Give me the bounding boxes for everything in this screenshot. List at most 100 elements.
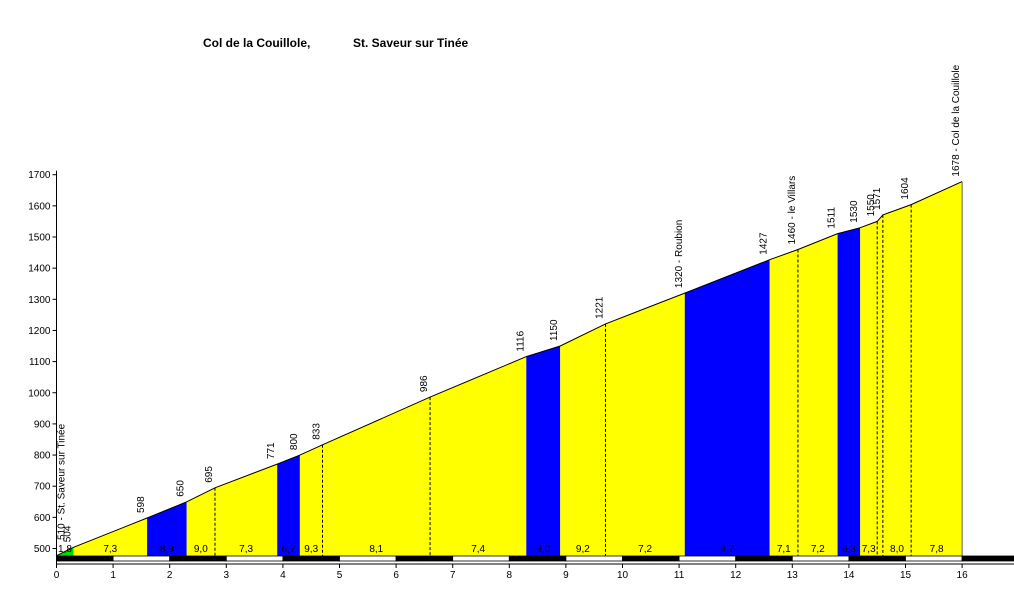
x-tick-label: 8 [507,570,513,581]
grade-label: 7,2 [638,544,652,555]
grade-label: 7,4 [471,544,485,555]
y-tick-label: 1300 [28,295,51,306]
gradient-segments [56,181,963,556]
segment-yellow-3 [186,487,215,556]
distance-block [508,555,567,562]
elevation-label: 1530 [849,200,860,223]
y-tick-label: 1600 [28,201,51,212]
distance-block [791,555,850,562]
grade-label: 7,3 [239,544,253,555]
grade-label: 8,9 [160,544,174,555]
x-tick-label: 14 [843,570,855,581]
grade-label: 6,7 [720,544,734,555]
x-tick-label: 0 [54,570,60,581]
elevation-label: 1571 [872,187,883,210]
elevation-label: 1604 [900,177,911,200]
segment-yellow-4 [215,464,278,556]
segment-blue-2 [147,501,187,556]
y-tick-label: 1400 [28,264,51,275]
grade-label: 9,3 [304,544,318,555]
x-tick-label: 6 [393,570,399,581]
segment-yellow-1 [73,518,148,556]
segment-yellow-17 [877,214,883,556]
elevation-label: 1678 - Col de la Couillole [951,64,962,176]
y-tick-label: 1100 [29,357,51,368]
segment-yellow-14 [798,233,838,556]
profile-outline [56,181,963,557]
y-tick-label: 800 [34,451,51,462]
x-tick-label: 5 [337,570,343,581]
distance-block [56,555,114,562]
x-tick-label: 12 [730,570,742,581]
elevation-label: 1221 [595,296,606,319]
grade-label: 6,0 [536,544,550,555]
elevation-label: 833 [312,423,323,440]
distance-block [452,555,510,562]
grade-label: 6,7 [282,544,296,555]
x-tick-label: 1 [110,570,116,581]
distance-bar [56,555,1014,565]
distance-block [225,555,284,562]
distance-block [112,555,171,562]
elevation-label: 650 [176,480,187,497]
x-tick-label: 15 [900,570,912,581]
y-tick-label: 700 [34,482,51,493]
elevation-label: 1116 [515,330,526,351]
y-tick-label: 1700 [28,170,51,181]
distance-block [395,555,454,562]
x-tick-label: 4 [280,570,286,581]
x-tick-label: 11 [674,570,685,581]
y-tick-label: 900 [34,419,51,430]
segment-yellow-11 [605,293,685,556]
x-tick-label: 2 [167,570,173,581]
grade-label: 8,0 [890,544,904,555]
distance-block [848,555,906,562]
y-tick-label: 1000 [28,388,51,399]
grade-label: 7,3 [103,544,117,555]
y-tick-label: 500 [34,544,51,555]
y-tick-label: 1500 [28,233,51,244]
grade-label: 9,2 [576,544,590,555]
elevation-label: 1427 [759,232,770,255]
grade-labels: 1,8 7,3 8,9 9,0 7,3 6,7 9,3 8,1 7,4 6,0 9,2 7,2 6,7 7… [58,544,944,555]
y-tick-label: 1200 [28,326,51,337]
grade-label: 7,2 [811,544,825,555]
x-tick-label: 16 [957,570,969,581]
segment-yellow-13 [769,249,798,556]
y-tick-label: 600 [34,513,51,524]
distance-block [169,555,227,562]
elevation-label: 695 [204,466,215,483]
grade-label: 7,8 [930,544,944,555]
elevation-label: 1150 [549,319,560,341]
distance-block [622,555,680,562]
distance-block [905,555,963,562]
elevation-label: 1320 - Roubion [674,220,685,288]
distance-block [565,555,623,562]
segment-yellow-6 [299,444,323,556]
distance-block [339,555,397,562]
segment-blue-5 [277,455,300,556]
segment-boundaries [214,204,912,556]
axes: 5006007008009001000110012001300140015001… [28,170,969,581]
segment-blue-12 [684,259,770,556]
x-tick-label: 7 [450,570,456,581]
segment-yellow-8 [430,356,527,556]
distance-block [961,555,1014,562]
elevation-label: 800 [289,433,300,450]
segment-yellow-18 [882,204,912,556]
segment-blue-15 [837,227,861,556]
elevation-label: 771 [266,442,277,459]
elevation-label: 510 - St. Saveur sur Tinée [57,423,68,540]
x-tick-label: 13 [787,570,799,581]
elevation-label: 598 [136,496,147,513]
distance-block [678,555,737,562]
segment-yellow-7 [322,397,431,556]
distance-block [735,555,793,562]
grade-label: 6,3 [842,544,856,555]
chart-title-left: Col de la Couillole, [203,36,310,50]
grade-label: 7,3 [862,544,876,555]
x-tick-label: 10 [617,570,629,581]
x-tick-label: 9 [563,570,569,581]
grade-label: 1,8 [58,544,72,555]
